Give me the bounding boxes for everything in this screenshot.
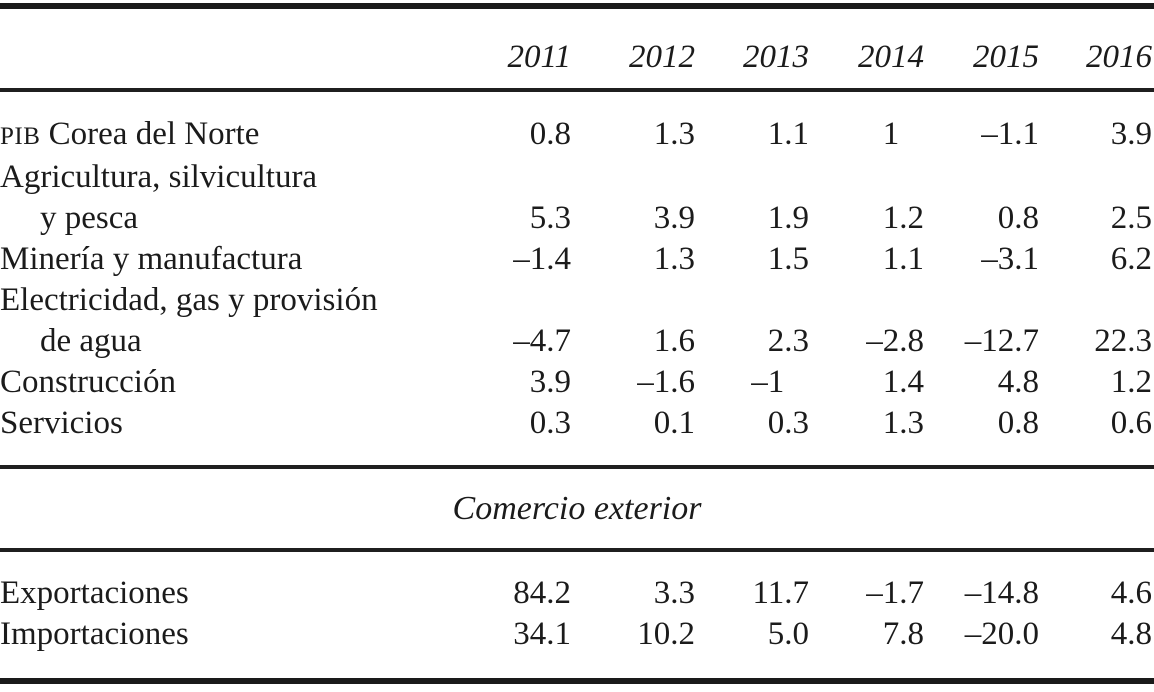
value-cell: –1.6 <box>637 364 695 400</box>
value-cell: 0.3 <box>767 405 809 441</box>
value-cell: 0.3 <box>529 405 571 441</box>
table-row-agricultura-line2: y pesca 5.3 3.9 1.9 1.2 0.8 2.5 <box>0 198 1154 239</box>
value-cell: –20.0 <box>964 616 1039 652</box>
table-header-row: 2011 2012 2013 2014 2015 2016 <box>0 9 1154 88</box>
table-row-electricidad-line1: Electricidad, gas y provisión <box>0 280 1154 321</box>
table-row-electricidad-line2: de agua –4.7 1.6 2.3 –2.8 –12.7 22.3 <box>0 321 1154 362</box>
value-cell: 11.7 <box>752 575 809 611</box>
column-header-2014: 2014 <box>858 39 924 75</box>
value-cell: 3.3 <box>653 575 695 611</box>
row-label: Exportaciones <box>0 575 189 611</box>
table-row-agricultura-line1: Agricultura, silvicultura <box>0 157 1154 198</box>
row-label: Agricultura, silvicultura <box>0 159 318 195</box>
table-row-exportaciones: Exportaciones 84.2 3.3 11.7 –1.7 –14.8 4… <box>0 573 1154 614</box>
value-cell: 1.1 <box>882 241 924 277</box>
value-cell: 0.1 <box>653 405 695 441</box>
table-row-importaciones: Importaciones 34.1 10.2 5.0 7.8 –20.0 4.… <box>0 614 1154 655</box>
value-cell: –1 <box>751 364 809 400</box>
value-cell: –4.7 <box>513 323 571 359</box>
table-row-servicios: Servicios 0.3 0.1 0.3 1.3 0.8 0.6 <box>0 403 1154 444</box>
value-cell: 1.2 <box>1110 364 1152 400</box>
value-cell: 0.8 <box>529 116 571 152</box>
row-label-acronym: PIB <box>0 123 41 150</box>
column-header-2015: 2015 <box>973 39 1039 75</box>
value-cell: 3.9 <box>653 200 695 236</box>
row-label: Servicios <box>0 405 123 441</box>
row-label-continuation: de agua <box>40 323 142 359</box>
value-cell: 3.9 <box>1110 116 1152 152</box>
section-divider-rule-top <box>0 465 1154 469</box>
value-cell: 3.9 <box>529 364 571 400</box>
top-rule <box>0 3 1154 9</box>
column-header-2011: 2011 <box>507 39 571 75</box>
value-cell: –1.1 <box>981 116 1039 152</box>
table-row-mineria: Minería y manufactura –1.4 1.3 1.5 1.1 –… <box>0 239 1154 280</box>
table-body: PIB Corea del Norte 0.8 1.3 1.1 1 –1.1 3… <box>0 92 1154 465</box>
value-cell: 10.2 <box>637 616 695 652</box>
value-cell: 0.8 <box>997 405 1039 441</box>
value-cell: 0.6 <box>1110 405 1152 441</box>
bottom-rule <box>0 678 1154 684</box>
value-cell: 1.3 <box>653 116 695 152</box>
value-cell: 2.5 <box>1110 200 1152 236</box>
value-cell: 4.8 <box>1110 616 1152 652</box>
section-title-block: Comercio exterior <box>0 469 1154 548</box>
row-label: Minería y manufactura <box>0 241 303 277</box>
value-cell: 1.1 <box>767 116 809 152</box>
value-cell: –2.8 <box>866 323 924 359</box>
row-label: Importaciones <box>0 616 189 652</box>
value-cell: 1 <box>882 116 924 152</box>
value-cell: –12.7 <box>964 323 1039 359</box>
value-cell: –1.7 <box>866 575 924 611</box>
value-cell: 4.8 <box>997 364 1039 400</box>
value-cell: 84.2 <box>513 575 571 611</box>
value-cell: 1.2 <box>882 200 924 236</box>
value-cell: –1.4 <box>513 241 571 277</box>
row-label: Electricidad, gas y provisión <box>0 282 378 318</box>
value-cell: 6.2 <box>1110 241 1152 277</box>
value-cell: 34.1 <box>513 616 571 652</box>
value-cell: 1.4 <box>882 364 924 400</box>
value-cell: 22.3 <box>1094 323 1152 359</box>
value-cell: 1.3 <box>653 241 695 277</box>
row-label: Construcción <box>0 364 176 400</box>
value-cell: 1.5 <box>767 241 809 277</box>
row-label-text: Corea del Norte <box>40 116 260 152</box>
row-label-continuation: y pesca <box>40 200 139 236</box>
column-header-2016: 2016 <box>1086 39 1152 75</box>
value-cell: 7.8 <box>882 616 924 652</box>
column-header-2013: 2013 <box>743 39 809 75</box>
value-cell: 5.0 <box>767 616 809 652</box>
row-label: PIB Corea del Norte <box>0 114 440 157</box>
table-row-construccion: Construcción 3.9 –1.6 –1 1.4 4.8 1.2 <box>0 362 1154 403</box>
value-cell: 1.3 <box>882 405 924 441</box>
value-cell: –14.8 <box>964 575 1039 611</box>
column-header-2012: 2012 <box>629 39 695 75</box>
value-cell: 4.6 <box>1110 575 1152 611</box>
table-row-pib: PIB Corea del Norte 0.8 1.3 1.1 1 –1.1 3… <box>0 114 1154 157</box>
value-cell: 2.3 <box>767 323 809 359</box>
value-cell: 1.6 <box>653 323 695 359</box>
value-cell: 1.9 <box>767 200 809 236</box>
section-divider-rule-bottom <box>0 548 1154 552</box>
value-cell: 5.3 <box>529 200 571 236</box>
trade-section: Exportaciones 84.2 3.3 11.7 –1.7 –14.8 4… <box>0 552 1154 678</box>
value-cell: 0.8 <box>997 200 1039 236</box>
section-title: Comercio exterior <box>452 489 702 527</box>
value-cell: –3.1 <box>981 241 1039 277</box>
header-divider-rule <box>0 88 1154 92</box>
